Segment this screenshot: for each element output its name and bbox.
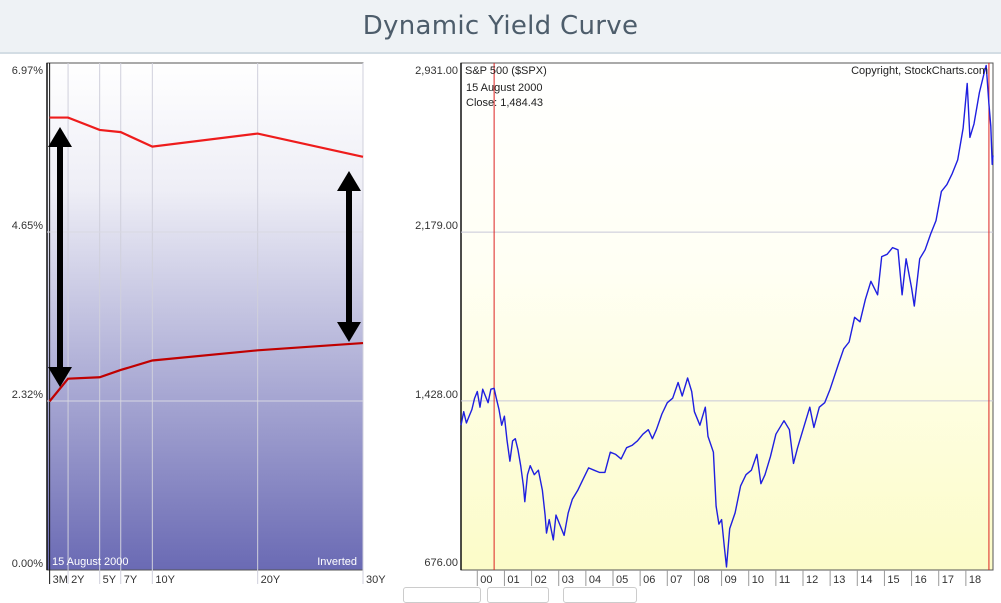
spx-y-tick-label: 1,428.00 [415,389,458,401]
spx-x-tick-label: 05 [616,574,628,586]
yield-grid [47,63,364,584]
yield-x-tick-label: 3M [53,574,68,586]
spx-x-tick-label: 09 [725,574,737,586]
control-button[interactable] [403,587,481,603]
yield-x-tick-label: 2Y [71,574,85,586]
yield-curve-line-previous [48,341,364,402]
yield-x-tick-label: 30Y [366,574,386,586]
yield-x-tick-label: 10Y [155,574,175,586]
double-arrow-icon [337,171,361,342]
yield-y-tick-label: 2.32% [12,389,43,401]
spx-x-tick-label: 01 [507,574,519,586]
yield-series [48,116,364,402]
yield-x-tick-label: 7Y [124,574,138,586]
double-arrow-icon [48,127,72,387]
yield-y-tick-label: 6.97% [12,65,43,77]
yield-x-ticks: 3M 2Y 5Y 7Y 10Y 20Y 30Y [53,574,387,586]
spx-y-tick-label: 2,179.00 [415,220,458,232]
spx-y-ticks: 676.00 1,428.00 2,179.00 2,931.00 [415,65,458,569]
page-title: Dynamic Yield Curve [362,11,639,41]
spx-copyright: Copyright, StockCharts.com [851,65,988,77]
spx-x-tick-label: 11 [779,574,790,586]
spx-x-ticks: 00 01 02 03 04 05 06 07 08 09 10 11 12 13 14 15 16 17 18 [476,570,981,586]
spx-date-markers [493,63,990,570]
spx-x-tick-label: 08 [697,574,709,586]
yield-x-tick-label: 5Y [103,574,117,586]
spx-x-tick-label: 12 [806,574,818,586]
spx-x-tick-label: 06 [643,574,655,586]
spx-info-close: Close: 1,484.43 [466,97,543,109]
spx-grid [461,231,993,402]
control-button[interactable] [563,587,637,603]
yield-date-label: 15 August 2000 [52,556,128,568]
spx-x-tick-label: 18 [969,574,981,586]
yield-curve-line [49,116,364,158]
control-button[interactable] [487,587,549,603]
spx-series [460,64,994,568]
spx-x-tick-label: 17 [942,574,954,586]
spx-x-tick-label: 14 [860,574,872,586]
spx-title: S&P 500 ($SPX) [465,65,547,77]
spx-x-tick-label: 13 [833,574,845,586]
spx-chart: 676.001,428.002,179.002,931.00 00 01 02 03 0… [415,62,994,586]
spx-x-tick-label: 03 [562,574,574,586]
yield-curve-chart: 0.00% 2.32% 4.65% 6.97% 3M 2Y 5Y 7Y 10Y 20Y 30Y 1… [12,62,387,586]
spx-x-tick-label: 07 [670,574,682,586]
spx-y-tick-label: 2,931.00 [415,65,458,77]
spx-x-tick-label: 00 [480,574,492,586]
spx-info-date: 15 August 2000 [466,82,542,94]
yield-y-tick-label: 0.00% [12,558,43,570]
yield-y-tick-label: 4.65% [12,220,43,232]
spx-price-line [460,64,994,568]
spx-x-tick-label: 15 [887,574,899,586]
spx-plot-area [460,62,994,571]
spx-x-tick-label: 10 [752,574,764,586]
spx-y-tick-label: 676.00 [424,557,458,569]
spx-x-tick-label: 02 [535,574,547,586]
yield-x-tick-label: 20Y [261,574,281,586]
spx-x-tick-label: 04 [589,574,601,586]
page-header: Dynamic Yield Curve [0,0,1001,54]
spx-x-tick-label: 16 [915,574,927,586]
yield-status-label: Inverted [317,556,357,568]
yield-y-ticks: 0.00% 2.32% 4.65% 6.97% [12,65,43,570]
